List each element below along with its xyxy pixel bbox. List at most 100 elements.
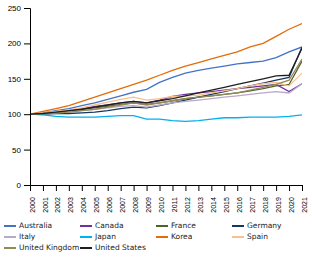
legend-swatch bbox=[80, 236, 92, 238]
tick-mark bbox=[24, 8, 30, 9]
tick-mark bbox=[24, 114, 30, 115]
tick-label: 2021 bbox=[301, 197, 308, 213]
tick-label: 2015 bbox=[223, 197, 230, 213]
tick-label: 2009 bbox=[145, 197, 152, 213]
tick-mark bbox=[276, 185, 277, 191]
series-line bbox=[30, 47, 302, 114]
series-line bbox=[30, 114, 302, 121]
legend-label: United States bbox=[95, 243, 146, 252]
tick: 2003 bbox=[67, 185, 74, 213]
legend-item: Italy bbox=[4, 232, 36, 241]
legend-swatch bbox=[4, 236, 16, 238]
tick-label: 2000 bbox=[29, 197, 36, 213]
tick: 150 bbox=[8, 75, 30, 84]
tick-label: 2008 bbox=[132, 197, 139, 213]
tick-mark bbox=[172, 185, 173, 191]
legend-label: Spain bbox=[247, 232, 268, 241]
tick: 2018 bbox=[262, 185, 269, 213]
plot: 2000200120022003200420052006200720082009… bbox=[8, 4, 308, 213]
legend-label: Korea bbox=[171, 232, 192, 241]
legend-label: France bbox=[171, 221, 196, 230]
tick-mark bbox=[24, 185, 30, 186]
tick: 2015 bbox=[223, 185, 230, 213]
tick-label: 2018 bbox=[262, 197, 269, 213]
legend-swatch bbox=[232, 225, 244, 227]
series-line bbox=[30, 48, 302, 114]
legend-item: Australia bbox=[4, 221, 52, 230]
tick-label: 2020 bbox=[288, 197, 295, 213]
tick-mark bbox=[185, 185, 186, 191]
tick: 2016 bbox=[236, 185, 243, 213]
tick-mark bbox=[121, 185, 122, 191]
tick-label: 250 bbox=[8, 4, 22, 13]
legend-swatch bbox=[156, 236, 168, 238]
tick: 2021 bbox=[301, 185, 308, 213]
legend-label: Japan bbox=[94, 232, 116, 241]
tick-mark bbox=[224, 185, 225, 191]
legend-item: Canada bbox=[80, 221, 124, 230]
chart: 2000200120022003200420052006200720082009… bbox=[0, 0, 312, 258]
series-line bbox=[30, 59, 302, 114]
tick: 2014 bbox=[210, 185, 217, 213]
tick-label: 150 bbox=[8, 75, 22, 84]
tick: 2001 bbox=[42, 185, 49, 213]
legend-item: Japan bbox=[80, 232, 116, 241]
legend: Australia Canada France Germany Italy Japan Ko… bbox=[4, 221, 282, 252]
tick-mark bbox=[211, 185, 212, 191]
tick: 2013 bbox=[197, 185, 204, 213]
tick-label: 2007 bbox=[119, 197, 126, 213]
tick-mark bbox=[108, 185, 109, 191]
axis-line bbox=[24, 9, 31, 186]
tick-label: 2003 bbox=[67, 197, 74, 213]
tick: 0 bbox=[17, 181, 30, 190]
tick: 2019 bbox=[275, 185, 282, 213]
legend-item: Germany bbox=[232, 221, 282, 230]
tick-mark bbox=[24, 150, 30, 151]
legend-label: United Kingdom bbox=[19, 243, 79, 252]
legend-item: Korea bbox=[156, 232, 192, 241]
lines bbox=[30, 24, 302, 122]
tick-mark bbox=[237, 185, 238, 191]
tick: 2006 bbox=[106, 185, 113, 213]
tick-mark bbox=[263, 185, 264, 191]
tick-label: 2014 bbox=[210, 197, 217, 213]
legend-swatch bbox=[156, 225, 168, 227]
tick-label: 2016 bbox=[236, 197, 243, 213]
tick-mark bbox=[56, 185, 57, 191]
tick-label: 2004 bbox=[80, 197, 87, 213]
tick-mark bbox=[250, 185, 251, 191]
legend-swatch bbox=[232, 236, 244, 238]
tick: 2010 bbox=[158, 185, 165, 213]
legend-item: United States bbox=[80, 243, 146, 252]
legend-label: Italy bbox=[19, 232, 36, 241]
tick: 200 bbox=[8, 39, 30, 48]
y-axis: 0 50 100 150 200 250 bbox=[8, 4, 31, 190]
tick: 2009 bbox=[145, 185, 152, 213]
legend-swatch bbox=[4, 247, 16, 249]
legend-label: Canada bbox=[95, 221, 124, 230]
tick-mark bbox=[147, 185, 148, 191]
tick-label: 2011 bbox=[171, 197, 178, 212]
tick: 50 bbox=[12, 146, 30, 155]
tick-label: 2006 bbox=[106, 197, 113, 213]
legend-swatch bbox=[4, 225, 16, 227]
tick-label: 2010 bbox=[158, 197, 165, 213]
tick-mark bbox=[160, 185, 161, 191]
tick-label: 2013 bbox=[197, 197, 204, 213]
tick-label: 0 bbox=[17, 181, 22, 190]
tick: 2000 bbox=[29, 185, 36, 213]
tick-mark bbox=[24, 79, 30, 80]
legend-item: Spain bbox=[232, 232, 268, 241]
tick-mark bbox=[69, 185, 70, 191]
tick: 2004 bbox=[80, 185, 87, 213]
tick: 2005 bbox=[93, 185, 100, 213]
tick-mark bbox=[95, 185, 96, 191]
tick-mark bbox=[289, 185, 290, 191]
tick-label: 100 bbox=[8, 110, 22, 119]
legend-item: United Kingdom bbox=[4, 243, 79, 252]
tick-label: 200 bbox=[8, 39, 22, 48]
legend-swatch bbox=[80, 247, 92, 249]
tick-label: 50 bbox=[12, 146, 21, 155]
tick: 2012 bbox=[184, 185, 191, 213]
tick: 2007 bbox=[119, 185, 126, 213]
